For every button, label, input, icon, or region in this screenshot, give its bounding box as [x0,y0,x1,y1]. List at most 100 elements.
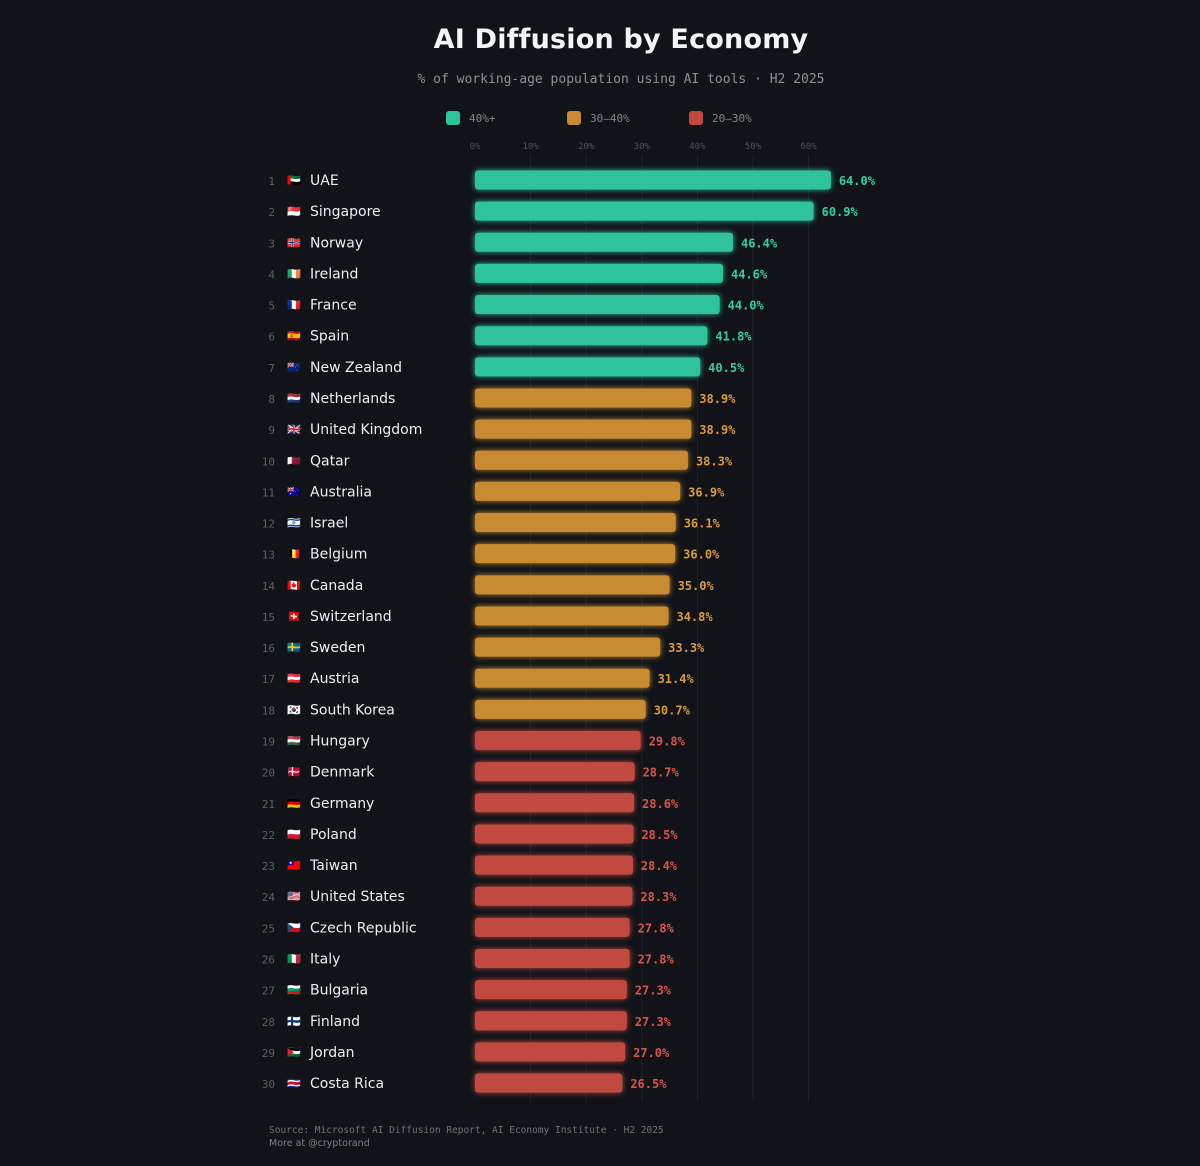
bar-row: 3 🇳🇴 Norway 46.4% [268,232,778,252]
flag-icon: 🇧🇪 [287,548,301,561]
country-label: Singapore [310,204,381,220]
value-label: 27.8% [638,953,675,967]
x-tick-label: 60% [800,142,817,152]
flag-icon: 🇨🇿 [287,921,301,934]
bar-row: 22 🇵🇱 Poland 28.5% [262,824,678,844]
rank-label: 13 [262,549,275,562]
credit-note: More at @cryptorand [269,1138,370,1149]
bar-row: 13 🇧🇪 Belgium 36.0% [262,544,720,564]
rank-label: 8 [268,393,275,406]
bar-row: 5 🇫🇷 France 44.0% [268,295,765,315]
flag-icon: 🇳🇱 [287,392,301,405]
rank-label: 29 [262,1047,275,1060]
bar-row: 11 🇦🇺 Australia 36.9% [262,481,725,501]
rank-label: 9 [268,424,275,437]
bar-row: 6 🇪🇸 Spain 41.8% [268,326,752,346]
country-label: Norway [310,235,363,251]
bar [475,450,688,470]
bar [475,1042,626,1062]
value-label: 36.1% [684,517,721,531]
country-label: Costa Rica [310,1076,384,1092]
country-label: United Kingdom [310,422,422,438]
bar [475,668,650,688]
bar [475,731,641,751]
legend-swatch-icon [446,111,460,125]
flag-icon: 🇮🇱 [287,517,301,530]
country-label: South Korea [310,702,395,718]
rank-label: 19 [262,736,275,749]
rank-label: 21 [262,798,275,811]
flag-icon: 🇸🇪 [287,641,301,654]
legend-swatch-icon [689,111,703,125]
rank-label: 7 [268,362,275,375]
rank-label: 5 [268,300,275,313]
country-label: Jordan [309,1045,355,1061]
rank-label: 12 [262,518,275,531]
bar-row: 29 🇯🇴 Jordan 27.0% [262,1042,670,1062]
rank-label: 23 [262,860,275,873]
rank-label: 14 [262,580,276,593]
bar-row: 30 🇨🇷 Costa Rica 26.5% [262,1073,667,1093]
flag-icon: 🇫🇮 [287,1015,301,1028]
flag-icon: 🇰🇷 [287,703,301,716]
rank-label: 28 [262,1016,275,1029]
flag-icon: 🇦🇹 [287,672,301,685]
rank-label: 25 [262,922,275,935]
legend-label: 20–30% [712,111,752,125]
flag-icon: 🇳🇿 [287,361,301,374]
value-label: 64.0% [839,174,876,188]
legend-label: 40%+ [469,111,496,125]
rank-label: 1 [268,175,275,188]
bar [475,793,635,813]
value-label: 28.4% [641,859,678,873]
bar [475,326,708,346]
x-tick-label: 10% [522,142,539,152]
value-label: 38.9% [699,423,736,437]
value-label: 27.0% [633,1046,670,1060]
bar [475,513,676,533]
country-label: New Zealand [310,360,402,376]
rank-label: 3 [268,237,275,250]
bar-row: 28 🇫🇮 Finland 27.3% [262,1011,672,1031]
flag-icon: 🇩🇪 [287,797,301,810]
country-label: Czech Republic [310,920,417,936]
legend-item-20-30: 20–30% [689,110,752,126]
country-label: Italy [310,952,340,968]
bar-row: 17 🇦🇹 Austria 31.4% [262,668,695,688]
bar-row: 16 🇸🇪 Sweden 33.3% [262,637,705,657]
bar [475,201,814,221]
value-label: 46.4% [741,236,778,250]
value-label: 28.6% [642,797,679,811]
bar [475,1073,623,1093]
bar [475,295,720,315]
rank-label: 22 [262,829,275,842]
bar-row: 18 🇰🇷 South Korea 30.7% [262,699,691,719]
chart-subtitle: % of working-age population using AI too… [417,72,825,87]
bar [475,544,676,564]
rank-label: 18 [262,704,275,717]
flag-icon: 🇨🇭 [287,610,301,623]
bar [475,232,733,252]
value-label: 38.9% [699,392,736,406]
bar-row: 9 🇬🇧 United Kingdom 38.9% [268,419,736,439]
country-label: Switzerland [310,609,392,625]
rank-label: 10 [262,455,275,468]
value-label: 26.5% [630,1077,667,1091]
rank-label: 11 [262,486,275,499]
bar-row: 27 🇧🇬 Bulgaria 27.3% [262,980,672,1000]
value-label: 29.8% [649,735,686,749]
legend-item-40-plus: 40%+ [446,110,496,126]
value-label: 44.6% [731,267,768,281]
value-label: 60.9% [822,205,859,219]
value-label: 44.0% [728,299,765,313]
flag-icon: 🇩🇰 [287,766,301,779]
bar-row: 1 🇦🇪 UAE 64.0% [268,170,876,190]
value-label: 31.4% [658,672,695,686]
legend-item-30-40: 30–40% [567,110,630,126]
bar [475,357,701,377]
value-label: 28.7% [643,766,680,780]
flag-icon: 🇪🇸 [287,330,301,343]
country-label: Spain [310,329,349,345]
value-label: 27.3% [635,1015,672,1029]
flag-icon: 🇸🇬 [287,205,301,218]
